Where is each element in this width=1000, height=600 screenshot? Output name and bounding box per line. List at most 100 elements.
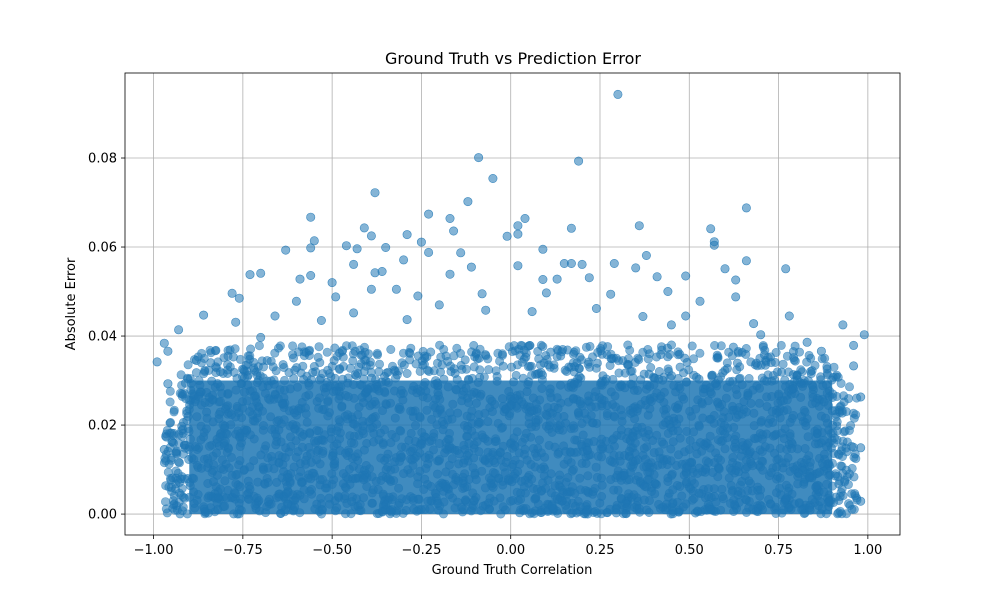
data-point bbox=[162, 425, 172, 435]
data-point bbox=[463, 374, 473, 384]
data-point bbox=[724, 412, 734, 422]
data-point bbox=[624, 446, 634, 456]
data-point bbox=[471, 348, 481, 358]
data-point bbox=[577, 418, 587, 428]
data-point bbox=[286, 441, 296, 451]
data-point bbox=[536, 340, 546, 350]
data-point bbox=[289, 408, 299, 418]
data-point bbox=[678, 368, 688, 378]
data-point bbox=[513, 261, 523, 271]
data-point bbox=[731, 292, 741, 302]
data-point bbox=[721, 393, 731, 403]
data-point bbox=[668, 509, 678, 519]
data-point bbox=[844, 425, 854, 435]
data-point bbox=[525, 340, 535, 350]
data-point bbox=[167, 436, 177, 446]
data-point bbox=[516, 494, 526, 504]
data-point bbox=[463, 197, 473, 207]
data-point bbox=[587, 418, 597, 428]
data-point bbox=[166, 482, 176, 492]
data-point bbox=[667, 371, 677, 381]
data-point bbox=[614, 368, 624, 378]
y-axis-label: Absolute Error bbox=[64, 257, 79, 350]
data-point bbox=[779, 434, 789, 444]
data-point bbox=[341, 241, 351, 251]
data-point bbox=[370, 188, 380, 198]
data-point bbox=[796, 412, 806, 422]
data-point bbox=[615, 382, 625, 392]
data-point bbox=[501, 457, 511, 467]
data-point bbox=[270, 311, 280, 321]
data-point bbox=[580, 408, 590, 418]
data-point bbox=[590, 483, 600, 493]
data-point bbox=[219, 441, 229, 451]
data-point bbox=[469, 495, 479, 505]
data-point bbox=[645, 404, 655, 414]
data-point bbox=[531, 494, 541, 504]
data-point bbox=[276, 508, 286, 518]
data-point bbox=[656, 391, 666, 401]
data-point bbox=[567, 482, 577, 492]
data-point bbox=[776, 340, 786, 350]
data-point bbox=[474, 447, 484, 457]
data-point bbox=[301, 409, 311, 419]
data-point bbox=[488, 174, 498, 184]
data-point bbox=[447, 414, 457, 424]
data-point bbox=[566, 223, 576, 233]
data-point bbox=[808, 389, 818, 399]
data-point bbox=[663, 352, 673, 362]
data-point bbox=[754, 398, 764, 408]
data-point bbox=[454, 459, 464, 469]
data-point bbox=[692, 449, 702, 459]
data-point bbox=[733, 486, 743, 496]
data-point bbox=[431, 394, 441, 404]
data-point bbox=[245, 407, 255, 417]
data-point bbox=[450, 368, 460, 378]
data-point bbox=[828, 389, 838, 399]
data-point bbox=[443, 382, 453, 392]
data-point bbox=[824, 470, 834, 480]
data-point bbox=[359, 445, 369, 455]
data-point bbox=[820, 413, 830, 423]
data-point bbox=[209, 477, 219, 487]
x-tick-label: 1.00 bbox=[853, 543, 882, 558]
data-point bbox=[192, 412, 202, 422]
data-point bbox=[779, 497, 789, 507]
data-point bbox=[166, 417, 176, 427]
data-point bbox=[677, 491, 687, 501]
data-point bbox=[341, 341, 351, 351]
data-point bbox=[522, 455, 532, 465]
data-point bbox=[684, 444, 694, 454]
data-point bbox=[498, 502, 508, 512]
data-point bbox=[521, 428, 531, 438]
data-point bbox=[838, 320, 848, 330]
data-point bbox=[324, 369, 334, 379]
data-point bbox=[331, 292, 341, 302]
data-point bbox=[411, 359, 421, 369]
data-point bbox=[381, 243, 391, 253]
data-point bbox=[816, 346, 826, 356]
data-point bbox=[244, 494, 254, 504]
data-point bbox=[524, 377, 534, 387]
data-point bbox=[197, 348, 207, 358]
data-point bbox=[413, 291, 423, 301]
data-point bbox=[350, 419, 360, 429]
data-point bbox=[833, 471, 843, 481]
data-point bbox=[517, 397, 527, 407]
data-point bbox=[654, 374, 664, 384]
y-tick-label: 0.02 bbox=[88, 419, 117, 434]
data-point bbox=[222, 429, 232, 439]
data-point bbox=[528, 483, 538, 493]
data-point bbox=[375, 428, 385, 438]
data-point bbox=[432, 420, 442, 430]
data-point bbox=[583, 359, 593, 369]
data-point bbox=[401, 505, 411, 515]
data-point bbox=[835, 491, 845, 501]
data-point bbox=[658, 420, 668, 430]
data-point bbox=[183, 360, 193, 370]
data-point bbox=[581, 458, 591, 468]
data-point bbox=[306, 457, 316, 467]
data-point bbox=[849, 472, 859, 482]
data-point bbox=[734, 461, 744, 471]
data-point bbox=[240, 465, 250, 475]
